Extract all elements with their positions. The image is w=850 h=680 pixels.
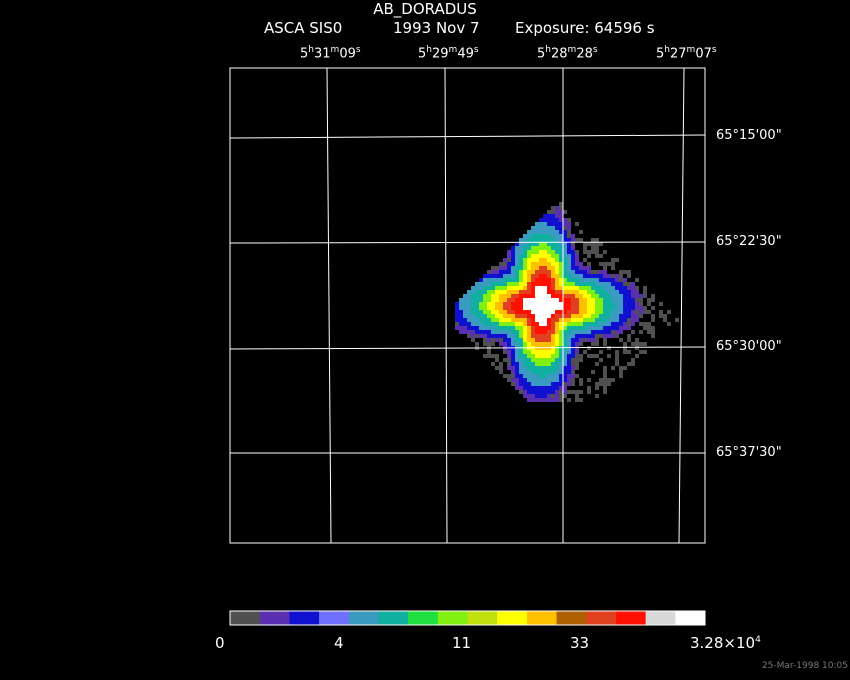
ra-tick-label: 5h27m07s	[656, 45, 717, 62]
ra-tick-label: 5h29m49s	[418, 45, 479, 62]
object-title: AB_DORADUS	[373, 0, 477, 18]
image-frame	[229, 67, 706, 544]
colorbar-tick-label: 4	[334, 634, 344, 652]
colorbar-swatch	[645, 611, 676, 625]
dec-tick-label: 65°22'30"	[716, 234, 782, 249]
colorbar-swatch	[497, 611, 528, 625]
ra-tick-label: 5h31m09s	[300, 45, 361, 62]
dec-tick-label: 65°30'00"	[716, 339, 782, 354]
colorbar-swatch	[408, 611, 439, 625]
colorbar-swatch	[586, 611, 617, 625]
timestamp: 25-Mar-1998 10:05	[761, 661, 848, 671]
colorbar-swatch	[230, 611, 261, 625]
colorbar-swatch	[437, 611, 468, 625]
xray-source-image	[455, 202, 679, 402]
colorbar-tick-label: 11	[452, 634, 472, 652]
colorbar-swatch	[319, 611, 350, 625]
colorbar-swatch	[615, 611, 647, 625]
colorbar-swatch	[526, 611, 558, 625]
colorbar-tick-label: 0	[215, 634, 225, 652]
dec-tick-label: 65°15'00"	[716, 128, 782, 143]
colorbar-tick-label: 3.28×104	[690, 634, 761, 652]
colorbar-tick-label: 33	[570, 634, 590, 652]
colorbar-swatch	[259, 611, 290, 625]
colorbar-swatch	[467, 611, 498, 625]
coordinate-grid	[229, 67, 706, 544]
observation-date: 1993 Nov 7	[393, 19, 480, 37]
colorbar	[229, 610, 706, 626]
colorbar-swatch	[556, 611, 587, 625]
colorbar-swatch	[289, 611, 320, 625]
exposure-label: Exposure: 64596 s	[515, 19, 655, 37]
colorbar-swatch	[378, 611, 409, 625]
colorbar-swatch	[348, 611, 379, 625]
ra-tick-label: 5h28m28s	[537, 45, 598, 62]
dec-tick-label: 65°37'30"	[716, 445, 782, 460]
instrument-label: ASCA SIS0	[264, 19, 343, 37]
colorbar-swatch	[675, 611, 706, 625]
